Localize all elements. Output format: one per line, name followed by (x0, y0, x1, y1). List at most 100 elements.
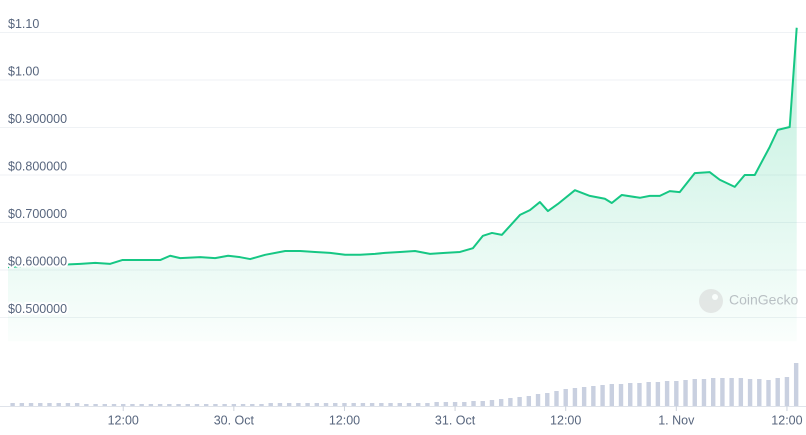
volume-bar (139, 404, 144, 406)
volume-bar (674, 381, 679, 406)
volume-bar (286, 403, 292, 406)
x-tick-label: 30. Oct (214, 413, 255, 427)
y-tick-label: $0.600000 (8, 254, 67, 268)
volume-bar (369, 403, 375, 406)
volume-bar (443, 402, 449, 406)
volume-bar (535, 394, 541, 406)
volume-bar (121, 404, 126, 406)
volume-bar (784, 377, 790, 406)
volume-bar (489, 400, 495, 406)
volume-bar (231, 404, 237, 406)
volume-bar (250, 404, 255, 406)
volume-bar (333, 403, 338, 406)
volume-bar (628, 383, 633, 406)
volume-bar (130, 404, 135, 406)
volume-bar (618, 384, 624, 406)
volume-bar (692, 379, 697, 406)
volume-bar (379, 403, 384, 406)
x-tick-label: 31. Oct (435, 413, 476, 427)
volume-bar (194, 404, 200, 406)
volume-bar (305, 403, 310, 406)
volume-bar (766, 380, 771, 406)
volume-bar (545, 393, 550, 406)
y-tick-label: $0.700000 (8, 207, 67, 221)
volume-bar (600, 385, 605, 406)
volume-bar (646, 382, 651, 406)
watermark-logo (699, 289, 723, 313)
volume-bar (554, 391, 559, 406)
volume-bar (609, 384, 614, 406)
volume-bar (729, 378, 734, 406)
volume-bar (406, 403, 412, 406)
volume-bar (74, 403, 80, 406)
volume-bar (757, 379, 762, 406)
volume-bar (738, 378, 744, 406)
volume-bar (277, 403, 283, 406)
volume-bar (471, 401, 476, 406)
volume-bar (84, 404, 89, 406)
volume-bar (683, 380, 688, 406)
volume-bar (498, 399, 504, 406)
volume-bar (56, 403, 61, 406)
volume-bar (19, 403, 25, 406)
volume-bar (710, 378, 716, 406)
volume-bar (102, 404, 107, 406)
volume-bar (563, 389, 568, 406)
volume-bar (28, 403, 34, 406)
volume-bar (351, 403, 356, 406)
volume-bar (65, 403, 71, 406)
y-tick-label: $0.800000 (8, 159, 67, 173)
watermark-logo-eye (712, 294, 718, 300)
volume-bar (581, 387, 587, 406)
volume-bar (111, 404, 117, 406)
price-line (7, 27, 798, 269)
y-tick-label: $0.500000 (8, 302, 67, 316)
volume-bar (388, 403, 393, 406)
x-tick-label: 12:00 (550, 413, 581, 427)
y-tick-label: $1.10 (8, 17, 39, 31)
volume-bar (296, 403, 301, 406)
volume-bar (259, 404, 264, 406)
volume-bar (323, 403, 329, 406)
volume-bar (462, 402, 467, 406)
x-tick-label: 12:00 (329, 413, 360, 427)
volume-bar (793, 363, 799, 406)
volume-bar (480, 401, 485, 406)
volume-bar (517, 397, 522, 406)
volume-bar (222, 404, 227, 406)
volume-bar (240, 404, 246, 406)
y-tick-label: $0.900000 (8, 112, 67, 126)
volume-bar (397, 403, 402, 406)
volume-bar (148, 404, 154, 406)
volume-bar (203, 404, 209, 406)
volume-bar (93, 404, 98, 406)
volume-bar (425, 403, 430, 406)
volume-bar (157, 404, 163, 406)
volume-bar (47, 403, 52, 406)
volume-bar (213, 404, 218, 406)
volume-bar (591, 386, 596, 406)
volume-bar (655, 382, 661, 406)
volume-bar (572, 388, 578, 406)
x-tick-label: 1. Nov (658, 413, 695, 427)
volume-bar (176, 404, 181, 406)
volume-bar (508, 398, 513, 406)
volume-bar (342, 403, 347, 406)
volume-bar (314, 403, 320, 406)
x-tick-label: 12:00 (108, 413, 139, 427)
volume-bar (664, 381, 670, 406)
y-tick-label: $1.00 (8, 64, 39, 78)
volume-bar (38, 403, 43, 406)
volume-bar (637, 383, 642, 406)
volume-bar (167, 404, 172, 406)
volume-bar (416, 403, 421, 406)
price-area (8, 27, 797, 342)
volume-bar (526, 396, 532, 406)
volume-bar (434, 402, 439, 406)
volume-bar (360, 403, 366, 406)
x-tick-label: 12:00 (771, 413, 802, 427)
volume-bar (185, 404, 190, 406)
volume-bar (775, 378, 780, 406)
